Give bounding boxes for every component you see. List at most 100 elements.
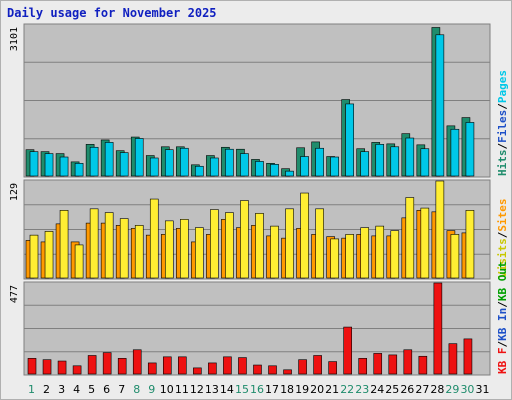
bar-sites	[420, 207, 430, 279]
bar-sites	[285, 208, 294, 279]
bar-kb-f	[403, 349, 413, 375]
legend-entry: Visits	[496, 238, 509, 278]
bar-kb-f	[147, 362, 157, 375]
bar-files	[74, 163, 84, 177]
bar-sites	[330, 238, 339, 279]
y-max-label: 477	[9, 285, 20, 303]
bar-sites	[59, 210, 69, 279]
bar-files	[240, 153, 249, 177]
bar-files	[390, 146, 400, 177]
bar-files	[210, 157, 219, 177]
bar-files	[134, 138, 144, 177]
bar-files	[89, 146, 99, 177]
day-label: 20	[310, 383, 324, 396]
bar-sites	[375, 225, 385, 279]
day-label: 25	[385, 383, 399, 396]
legend-entry: /	[496, 341, 509, 348]
bar-kb-f	[388, 354, 398, 375]
bar-sites	[210, 209, 219, 279]
bar-sites	[225, 212, 234, 279]
bar-kb-f	[358, 358, 368, 375]
bar-sites	[104, 212, 114, 279]
day-label: 7	[118, 383, 125, 396]
bar-sites	[195, 227, 204, 279]
page-title: Daily usage for November 2025	[7, 6, 217, 20]
bar-sites	[465, 210, 475, 279]
bar-sites	[164, 220, 174, 279]
bar-files	[29, 151, 39, 177]
bar-kb-f	[87, 355, 97, 375]
bar-files	[300, 156, 309, 177]
day-label: 4	[73, 383, 80, 396]
bar-kb-f	[343, 326, 352, 375]
bar-files	[195, 165, 204, 177]
bar-sites	[360, 227, 370, 279]
legend-entry: Files	[496, 110, 509, 143]
day-label: 12	[190, 383, 204, 396]
bar-files	[164, 149, 174, 177]
bar-kb-f	[253, 364, 262, 375]
day-label: 11	[175, 383, 189, 396]
legend-entry: Pages	[496, 70, 509, 103]
bar-kb-f	[72, 365, 82, 375]
bar-sites	[180, 219, 189, 279]
bar-files	[330, 156, 339, 177]
bar-sites	[240, 200, 249, 279]
bar-files	[315, 147, 324, 177]
bar-kb-f	[283, 369, 292, 375]
day-label: 2	[43, 383, 50, 396]
bar-sites	[149, 198, 159, 279]
legend-entry: KB F	[496, 348, 509, 375]
day-label: 6	[103, 383, 110, 396]
bar-files	[180, 147, 189, 177]
day-label: 26	[400, 383, 414, 396]
day-label: 23	[355, 383, 369, 396]
legend-entry: KB In	[496, 308, 509, 341]
bar-files	[375, 144, 385, 177]
day-label: 14	[220, 383, 234, 396]
day-label: 17	[265, 383, 279, 396]
day-label: 31	[475, 383, 489, 396]
day-label: 5	[88, 383, 95, 396]
bar-files	[119, 152, 129, 177]
bar-kb-f	[433, 282, 443, 375]
bar-sites	[270, 225, 279, 279]
bar-kb-f	[238, 357, 247, 375]
legend-entry: /	[496, 301, 509, 308]
bar-files	[270, 164, 279, 177]
bar-files	[44, 153, 54, 177]
bar-sites	[255, 213, 264, 279]
bar-kb-f	[27, 358, 37, 375]
bar-files	[345, 103, 354, 177]
legend-entry: Sites	[496, 199, 509, 232]
bar-files	[225, 148, 234, 177]
bar-files	[450, 128, 460, 177]
legend-entry: /	[496, 103, 509, 110]
bar-kb-f	[193, 367, 202, 375]
day-label: 22	[340, 383, 354, 396]
bar-kb-f	[463, 338, 473, 375]
day-label: 15	[235, 383, 249, 396]
bar-kb-f	[313, 355, 322, 375]
bar-kb-f	[102, 352, 112, 375]
bar-kb-f	[208, 362, 217, 375]
bar-files	[360, 151, 370, 177]
bar-files	[405, 137, 415, 177]
bar-sites	[390, 230, 400, 279]
bar-files	[465, 122, 475, 177]
bar-sites	[450, 234, 460, 279]
bar-sites	[300, 192, 309, 279]
day-label: 8	[133, 383, 140, 396]
bar-kb-f	[298, 359, 307, 375]
bar-sites	[134, 225, 144, 279]
bar-files	[435, 34, 445, 177]
visits-panel: 129 Visits/Sites	[9, 179, 509, 280]
bar-sites	[74, 244, 84, 279]
bar-files	[255, 161, 264, 177]
bar-files	[104, 142, 114, 177]
day-label: 18	[280, 383, 294, 396]
bar-kb-f	[132, 349, 142, 375]
day-label: 1	[28, 383, 35, 396]
bar-sites	[405, 197, 415, 279]
